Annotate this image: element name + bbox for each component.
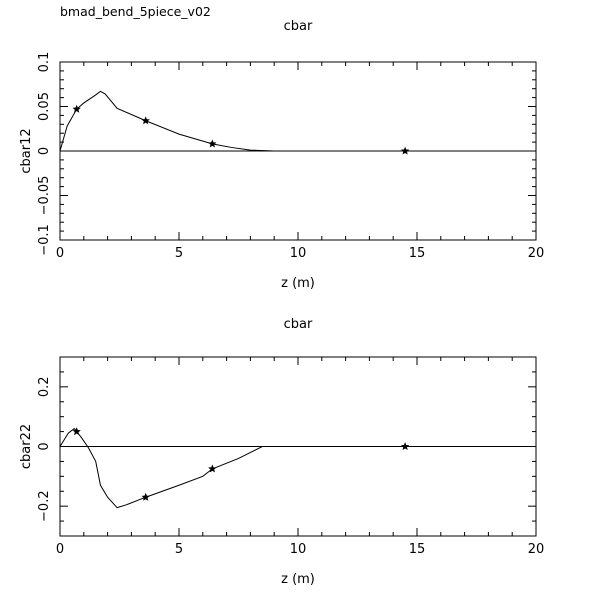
x-tick-label: 20 [528,246,545,261]
y-tick-label: −0.2 [37,490,52,522]
series-line [59,427,536,509]
y-tick-label: 0.1 [37,52,52,73]
data-marker [72,104,81,113]
plot-cbar22: 0 5 10 15 20 −0.2 0 0.2 cbar z (m) cbar22 [19,317,544,587]
x-tick-label: 0 [56,246,64,261]
data-marker [400,442,410,451]
series-line [59,90,536,152]
plot-cbar12: 0 5 10 15 20 −0.1 −0.05 0 0.05 0.1 cbar z (m) cbar12 [19,19,544,291]
data-marker [208,464,217,473]
x-tick-label: 15 [409,542,426,557]
y-tick-label: −0.05 [37,176,52,216]
y-axis-label: cbar12 [19,128,34,173]
y-tick-label: 0.2 [37,376,52,397]
page-title: bmad_bend_5piece_v02 [60,4,211,19]
x-tick-label: 5 [175,542,183,557]
y-tick-label: 0.05 [37,92,52,121]
y-tick-label: 0 [37,147,52,155]
x-tick-label: 10 [290,246,307,261]
x-axis-label: z (m) [281,276,315,291]
data-marker [141,492,150,501]
data-marker [400,146,410,155]
y-axis-label: cbar22 [19,424,34,469]
data-marker [141,116,150,125]
x-tick-label: 20 [528,542,545,557]
x-axis-label: z (m) [281,572,315,587]
chart-title: cbar [284,19,313,34]
x-tick-label: 5 [175,246,183,261]
chart-title: cbar [284,317,313,332]
x-tick-label: 15 [409,246,426,261]
data-marker [208,139,217,148]
y-tick-label: 0 [37,442,52,450]
x-tick-label: 0 [56,542,64,557]
x-tick-label: 10 [290,542,307,557]
y-tick-label: −0.1 [37,224,52,256]
data-marker [72,427,81,436]
